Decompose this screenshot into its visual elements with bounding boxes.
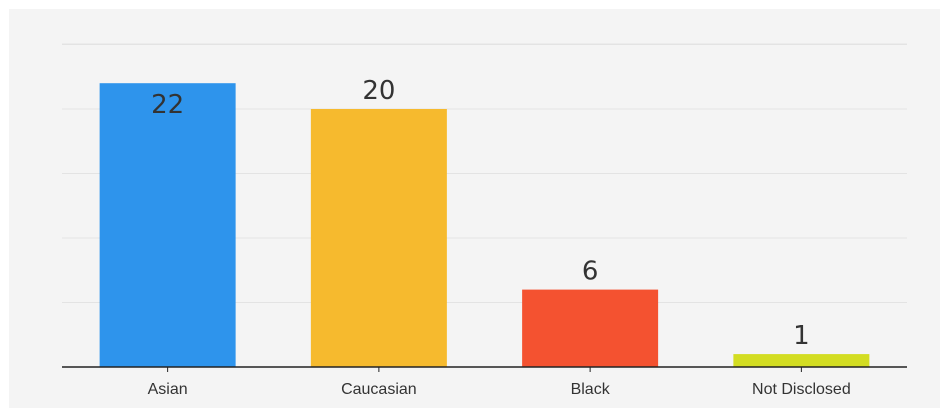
data-label: 6 — [582, 257, 599, 287]
data-label: 22 — [151, 90, 184, 120]
labels: 22 Asian 20 Caucasian 6 Black 1 Not Disclosed — [148, 76, 851, 398]
bar-not-disclosed — [733, 354, 870, 367]
data-label: 1 — [793, 321, 810, 351]
x-tick-label: Black — [571, 381, 611, 398]
x-tick-label: Not Disclosed — [752, 381, 851, 398]
bar-black — [522, 289, 659, 367]
bar-caucasian — [310, 109, 447, 367]
bar-asian — [99, 83, 236, 367]
x-tick-label: Asian — [148, 381, 188, 398]
data-label: 20 — [362, 76, 395, 106]
x-tick-label: Caucasian — [341, 381, 417, 398]
chart-frame: 22 Asian 20 Caucasian 6 Black 1 Not Disclosed — [9, 9, 940, 408]
bars — [99, 83, 870, 367]
bar-chart: 22 Asian 20 Caucasian 6 Black 1 Not Disclosed — [62, 43, 907, 398]
